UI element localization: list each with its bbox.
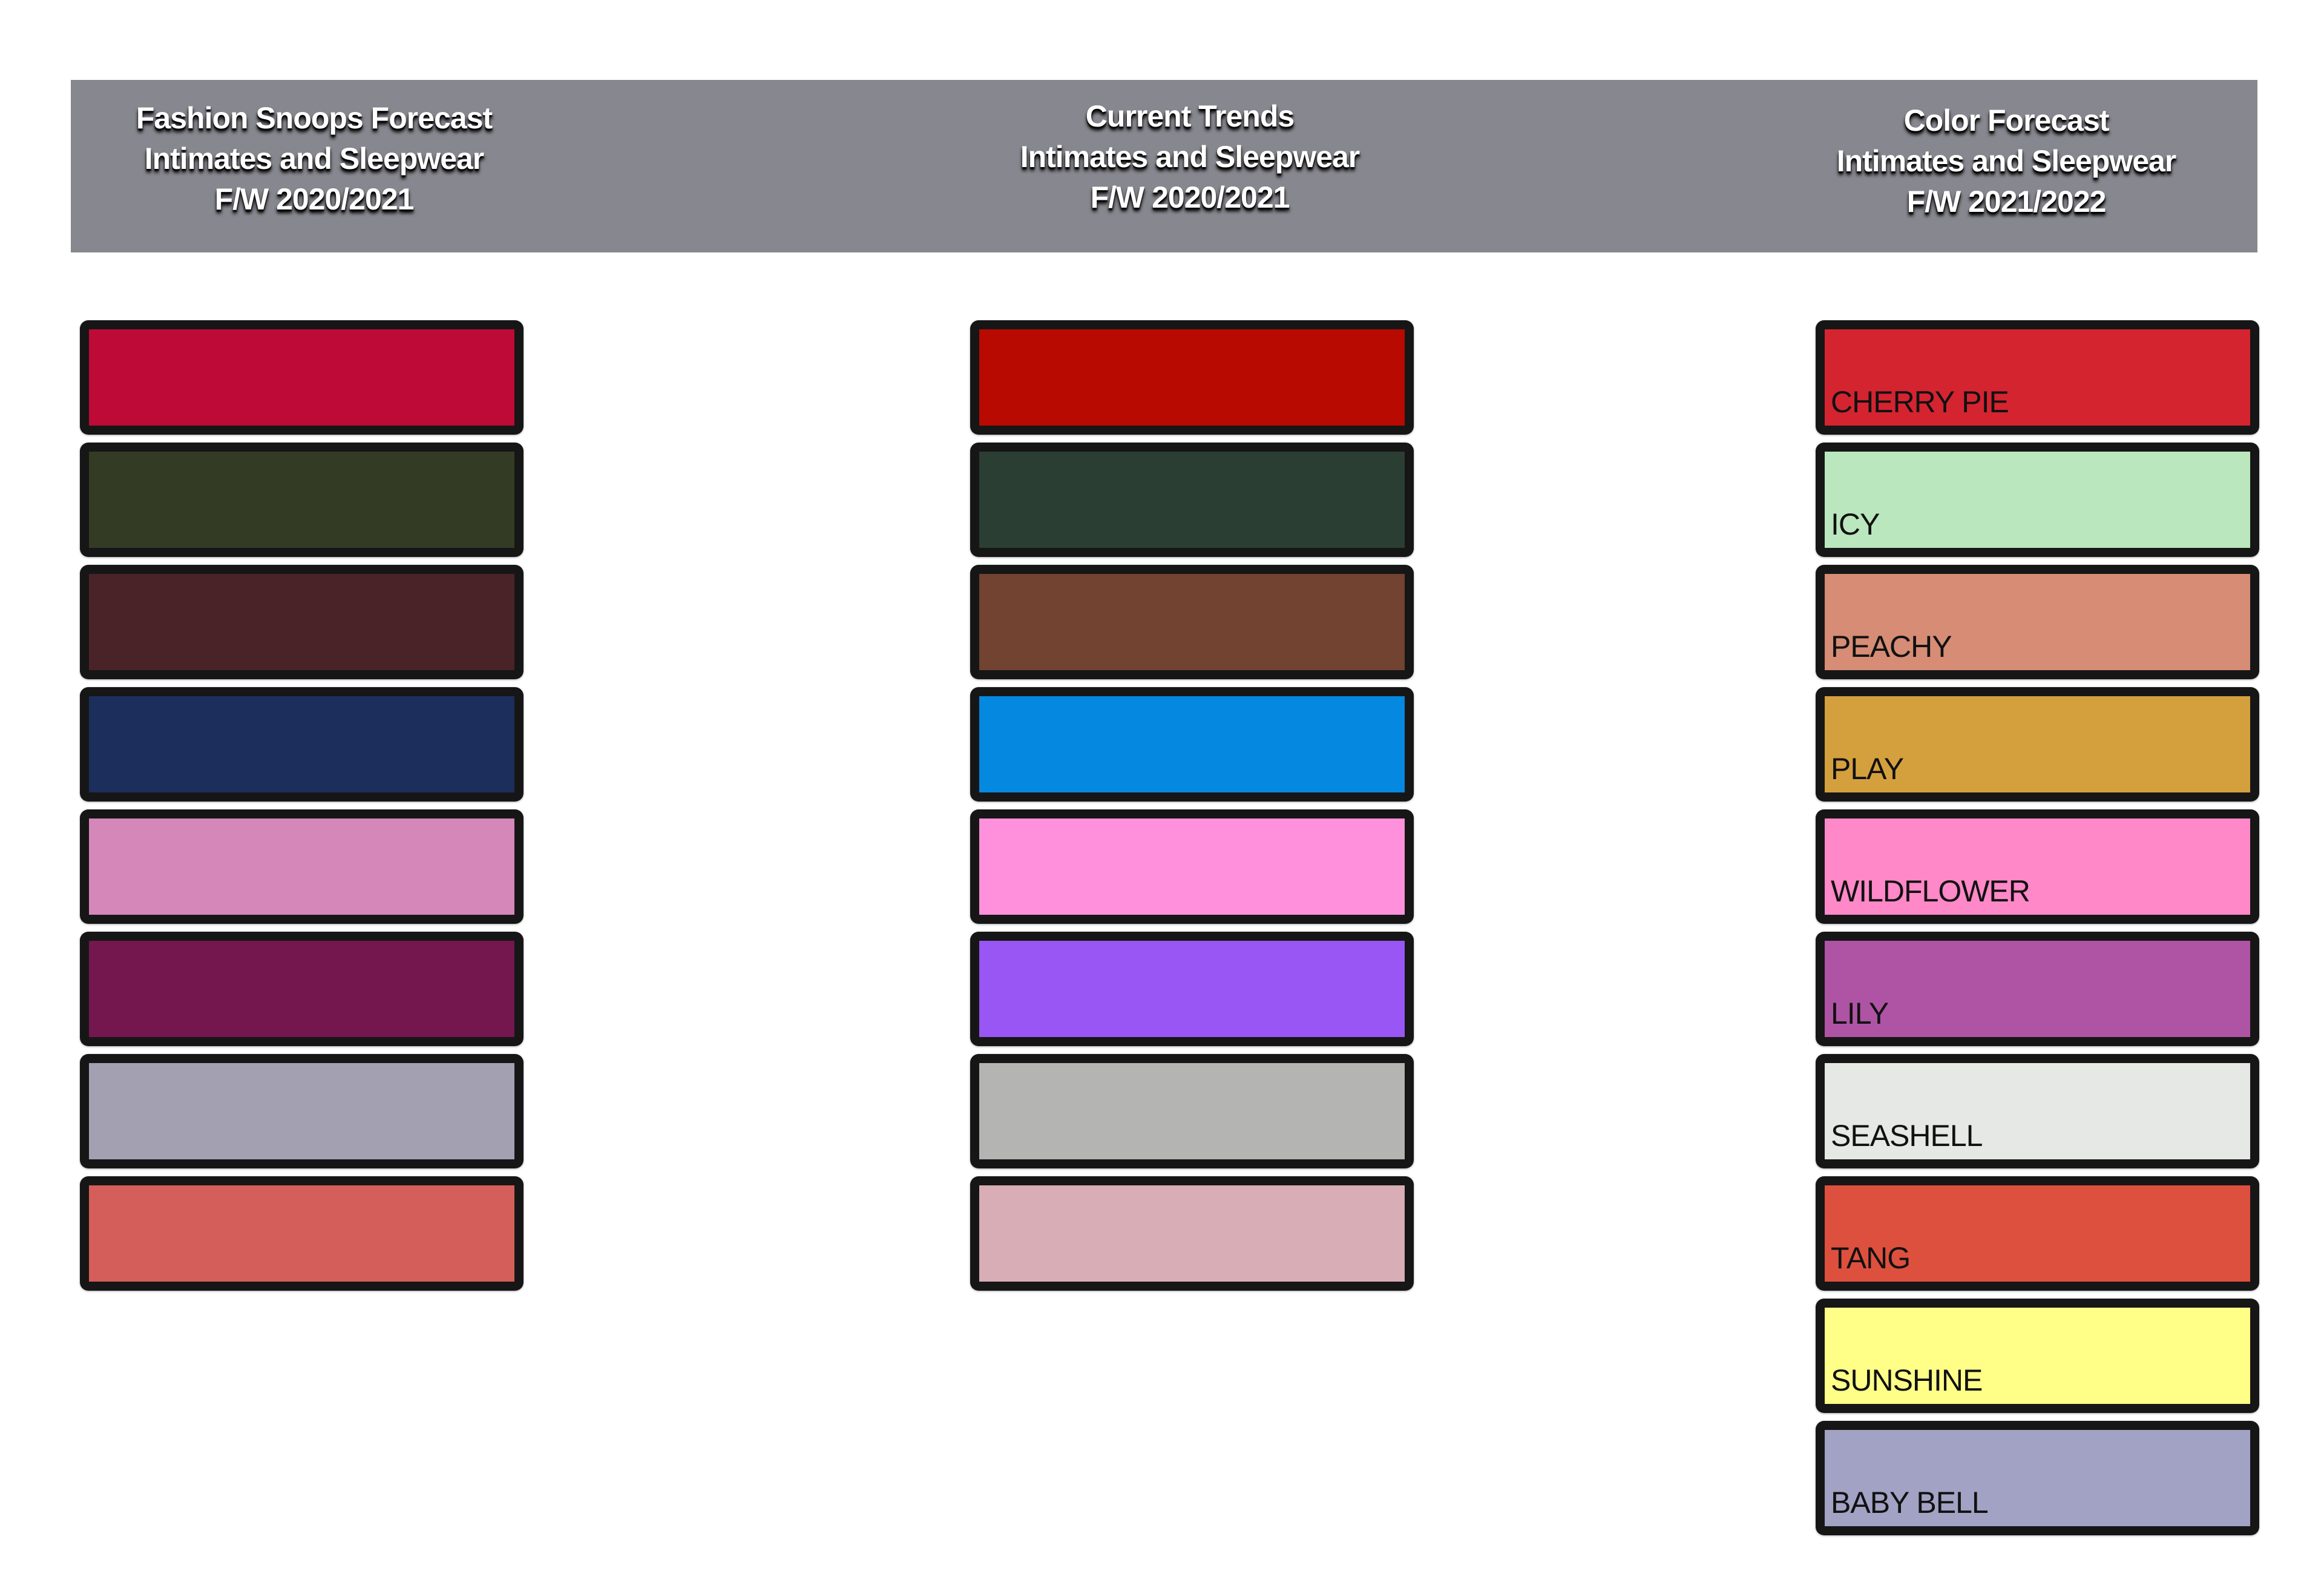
color-swatch bbox=[970, 932, 1414, 1046]
color-swatch bbox=[80, 443, 524, 557]
swatch-label: PEACHY bbox=[1831, 630, 1952, 664]
color-swatch bbox=[80, 1054, 524, 1168]
title-line: Color Forecast bbox=[1903, 104, 2110, 137]
color-swatch: CHERRY PIE bbox=[1816, 320, 2259, 435]
color-swatch: WILDFLOWER bbox=[1816, 809, 2259, 924]
color-swatch bbox=[970, 443, 1414, 557]
swatch-label: ICY bbox=[1831, 507, 1880, 541]
title-line: Intimates and Sleepwear bbox=[1020, 140, 1361, 174]
color-swatch bbox=[80, 320, 524, 435]
fashion-snoops-swatches bbox=[80, 320, 524, 1299]
swatch-label: TANG bbox=[1831, 1241, 1911, 1275]
color-swatch bbox=[970, 1054, 1414, 1168]
color-swatch bbox=[80, 687, 524, 802]
color-swatch: LILY bbox=[1816, 932, 2259, 1046]
column-title-current-trends: Current Trends Intimates and Sleepwear F… bbox=[917, 96, 1462, 218]
title-line: F/W 2021/2022 bbox=[1906, 185, 2107, 219]
current-trends-swatches bbox=[970, 320, 1414, 1299]
color-swatch bbox=[80, 565, 524, 679]
color-swatch bbox=[970, 1176, 1414, 1291]
color-swatch: SUNSHINE bbox=[1816, 1299, 2259, 1413]
swatch-label: PLAY bbox=[1831, 752, 1904, 786]
swatch-label: SEASHELL bbox=[1831, 1119, 1983, 1153]
title-line: Intimates and Sleepwear bbox=[1836, 144, 2177, 178]
color-swatch bbox=[970, 320, 1414, 435]
color-swatch bbox=[970, 687, 1414, 802]
color-swatch bbox=[970, 809, 1414, 924]
color-swatch: SEASHELL bbox=[1816, 1054, 2259, 1168]
swatch-label: BABY BELL bbox=[1831, 1486, 1989, 1520]
color-swatch: PLAY bbox=[1816, 687, 2259, 802]
color-swatch bbox=[80, 809, 524, 924]
column-title-fashion-snoops: Fashion Snoops Forecast Intimates and Sl… bbox=[42, 98, 586, 220]
color-swatch bbox=[80, 1176, 524, 1291]
title-line: Current Trends bbox=[1085, 99, 1295, 133]
color-swatch: PEACHY bbox=[1816, 565, 2259, 679]
swatch-label: WILDFLOWER bbox=[1831, 874, 2030, 908]
color-swatch bbox=[970, 565, 1414, 679]
swatch-label: LILY bbox=[1831, 996, 1889, 1030]
title-line: Fashion Snoops Forecast bbox=[136, 101, 493, 135]
title-line: Intimates and Sleepwear bbox=[144, 142, 485, 176]
color-swatch bbox=[80, 932, 524, 1046]
column-title-color-forecast: Color Forecast Intimates and Sleepwear F… bbox=[1734, 100, 2279, 222]
color-swatch: BABY BELL bbox=[1816, 1421, 2259, 1535]
title-line: F/W 2020/2021 bbox=[1090, 180, 1290, 214]
swatch-label: CHERRY PIE bbox=[1831, 385, 2009, 419]
color-swatch: TANG bbox=[1816, 1176, 2259, 1291]
color-swatch: ICY bbox=[1816, 443, 2259, 557]
title-line: F/W 2020/2021 bbox=[214, 182, 415, 216]
swatch-label: SUNSHINE bbox=[1831, 1363, 1983, 1397]
header-banner: Fashion Snoops Forecast Intimates and Sl… bbox=[71, 80, 2257, 252]
color-forecast-swatches: CHERRY PIE ICY PEACHY PLAY WILDFLOWER LILY SEA… bbox=[1816, 320, 2259, 1543]
